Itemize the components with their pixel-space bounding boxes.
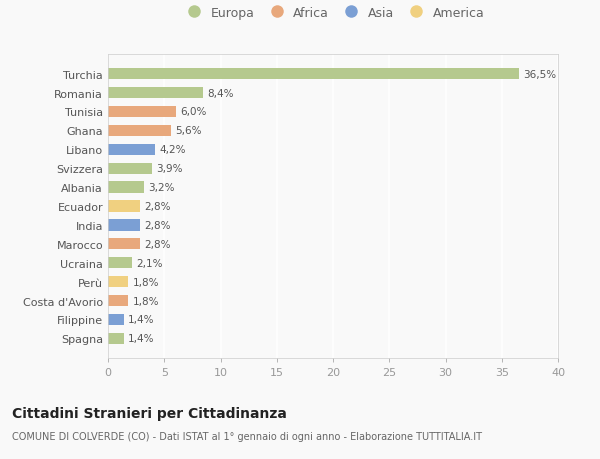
Bar — [108, 239, 139, 250]
Text: 1,8%: 1,8% — [133, 296, 159, 306]
Bar — [108, 257, 131, 269]
Text: 2,1%: 2,1% — [136, 258, 163, 268]
Bar — [108, 295, 128, 307]
Bar — [108, 69, 518, 80]
Text: 36,5%: 36,5% — [523, 69, 556, 79]
Bar — [108, 276, 128, 288]
Text: 6,0%: 6,0% — [180, 107, 206, 117]
Bar — [108, 88, 203, 99]
Text: 2,8%: 2,8% — [144, 220, 170, 230]
Bar — [108, 163, 152, 174]
Text: 4,2%: 4,2% — [160, 145, 186, 155]
Text: 2,8%: 2,8% — [144, 202, 170, 212]
Bar — [108, 220, 139, 231]
Text: 1,4%: 1,4% — [128, 334, 155, 344]
Bar — [108, 201, 139, 212]
Text: 5,6%: 5,6% — [176, 126, 202, 136]
Text: COMUNE DI COLVERDE (CO) - Dati ISTAT al 1° gennaio di ogni anno - Elaborazione T: COMUNE DI COLVERDE (CO) - Dati ISTAT al … — [12, 431, 482, 442]
Legend: Europa, Africa, Asia, America: Europa, Africa, Asia, America — [182, 7, 484, 20]
Bar — [108, 144, 155, 156]
Bar — [108, 125, 171, 137]
Text: 3,9%: 3,9% — [157, 164, 183, 174]
Bar — [108, 182, 144, 193]
Text: 1,4%: 1,4% — [128, 315, 155, 325]
Bar — [108, 106, 176, 118]
Text: 1,8%: 1,8% — [133, 277, 159, 287]
Text: 8,4%: 8,4% — [207, 89, 233, 98]
Bar — [108, 333, 124, 344]
Text: Cittadini Stranieri per Cittadinanza: Cittadini Stranieri per Cittadinanza — [12, 406, 287, 420]
Bar — [108, 314, 124, 325]
Text: 2,8%: 2,8% — [144, 239, 170, 249]
Text: 3,2%: 3,2% — [149, 183, 175, 193]
